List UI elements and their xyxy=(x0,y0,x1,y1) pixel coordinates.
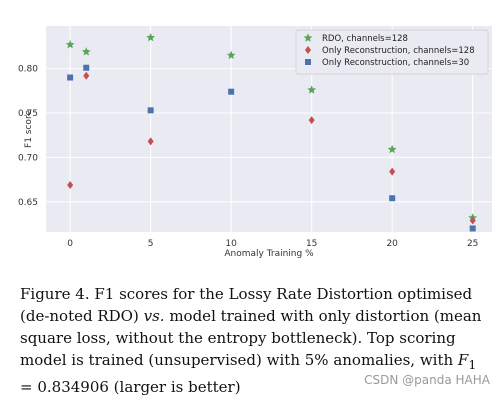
diamond-point xyxy=(83,71,90,80)
square-point xyxy=(228,88,235,95)
x-tick-label: 5 xyxy=(148,239,154,249)
y-tick-label: 0.70 xyxy=(18,153,38,163)
square-point xyxy=(389,195,396,202)
legend-box xyxy=(295,29,489,75)
watermark: CSDN @panda HAHA xyxy=(364,373,490,387)
caption-middle: model trained with only distortion (mean… xyxy=(20,307,482,369)
star-point xyxy=(307,85,317,94)
square-point xyxy=(147,107,154,114)
legend-label: Only Reconstruction, channels=30 xyxy=(322,58,469,68)
x-axis-label: Anomaly Training % xyxy=(224,249,314,259)
x-tick-label: 25 xyxy=(467,239,478,249)
square-point xyxy=(83,64,90,71)
x-tick-label: 15 xyxy=(306,239,317,249)
star-point xyxy=(81,47,91,56)
star-point xyxy=(226,50,236,60)
diamond-point xyxy=(147,137,154,146)
data-points xyxy=(65,32,478,232)
star-point xyxy=(387,144,397,154)
star-point xyxy=(146,32,156,42)
diamond-point xyxy=(67,180,74,189)
caption-vs: vs. xyxy=(143,307,165,325)
y-tick-label: 0.80 xyxy=(18,65,38,75)
square-point xyxy=(469,225,476,232)
y-tick-labels: 0.65 0.70 0.75 0.80 xyxy=(18,65,38,208)
x-tick-label: 10 xyxy=(225,239,237,249)
caption-suffix: = 0.834906 (larger is better) xyxy=(20,378,241,396)
diamond-point xyxy=(308,116,315,125)
y-axis-label: F1 score xyxy=(24,110,34,148)
square-legend-marker xyxy=(305,59,311,65)
caption-f1: F xyxy=(457,351,469,369)
y-tick-label: 0.75 xyxy=(18,109,38,119)
diamond-point xyxy=(389,167,396,176)
f1-score-chart: 0 5 10 15 20 25 0.65 0.70 0.75 0.80 Anomaly Trai… xyxy=(18,26,492,259)
y-tick-label: 0.65 xyxy=(18,198,38,208)
x-tick-label: 20 xyxy=(386,239,398,249)
caption-f1-subscript: 1 xyxy=(468,357,477,372)
figure-caption: Figure 4. F1 scores for the Lossy Rate D… xyxy=(20,283,490,398)
star-legend-marker xyxy=(303,33,313,42)
legend-label: Only Reconstruction, channels=128 xyxy=(322,46,475,56)
diamond-legend-marker xyxy=(305,46,311,54)
square-point xyxy=(67,74,74,81)
x-tick-label: 0 xyxy=(67,239,73,249)
legend: RDO, channels=128 Only Reconstruction, ch… xyxy=(295,29,489,75)
diamond-point xyxy=(469,216,476,225)
x-tick-labels: 0 5 10 15 20 25 xyxy=(67,239,478,249)
star-point xyxy=(65,40,75,49)
caption-prefix: Figure 4. F1 scores for the Lossy Rate D… xyxy=(20,285,473,325)
legend-label: RDO, channels=128 xyxy=(322,34,408,44)
